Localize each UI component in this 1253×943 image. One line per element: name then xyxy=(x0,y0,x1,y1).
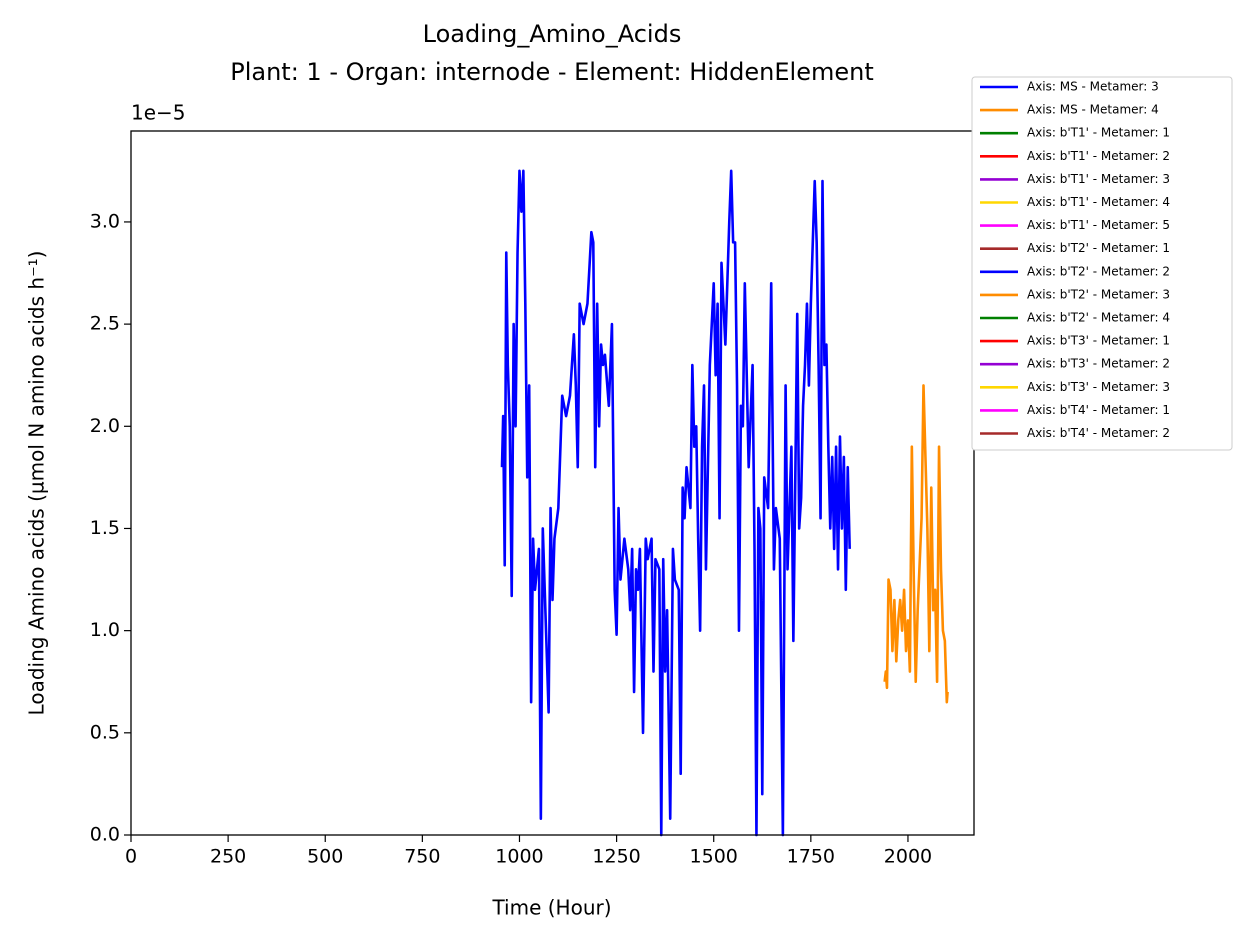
y-offset-label: 1e−5 xyxy=(131,101,186,125)
chart-subtitle: Plant: 1 - Organ: internode - Element: H… xyxy=(230,58,874,86)
x-axis-label: Time (Hour) xyxy=(491,896,611,920)
x-tick-label: 1000 xyxy=(495,846,543,868)
legend-label: Axis: b'T2' - Metamer: 4 xyxy=(1027,311,1170,325)
y-tick-label: 2.0 xyxy=(90,415,120,437)
legend-label: Axis: b'T4' - Metamer: 1 xyxy=(1027,403,1170,417)
y-tick-label: 1.5 xyxy=(90,517,120,539)
y-axis-label: Loading Amino acids (µmol N amino acids … xyxy=(25,251,49,716)
legend-label: Axis: b'T2' - Metamer: 3 xyxy=(1027,287,1170,301)
y-tick-label: 1.0 xyxy=(90,619,120,641)
legend-label: Axis: b'T3' - Metamer: 3 xyxy=(1027,380,1170,394)
legend-label: Axis: b'T2' - Metamer: 1 xyxy=(1027,241,1170,255)
x-tick-label: 1750 xyxy=(787,846,835,868)
legend-label: Axis: b'T1' - Metamer: 3 xyxy=(1027,172,1170,186)
chart-title: Loading_Amino_Acids xyxy=(423,20,682,48)
legend-label: Axis: b'T3' - Metamer: 1 xyxy=(1027,334,1170,348)
series-line xyxy=(883,384,949,704)
legend-label: Axis: MS - Metamer: 3 xyxy=(1027,80,1159,94)
legend-label: Axis: b'T1' - Metamer: 4 xyxy=(1027,195,1170,209)
x-tick-label: 250 xyxy=(210,846,246,868)
y-tick-label: 2.5 xyxy=(90,313,120,335)
y-tick-label: 3.0 xyxy=(90,210,120,232)
legend-label: Axis: MS - Metamer: 4 xyxy=(1027,103,1159,117)
x-tick-label: 1250 xyxy=(592,846,640,868)
legend-label: Axis: b'T1' - Metamer: 1 xyxy=(1027,126,1170,140)
x-tick-label: 750 xyxy=(404,846,440,868)
y-tick-label: 0.0 xyxy=(90,824,120,846)
legend-label: Axis: b'T1' - Metamer: 5 xyxy=(1027,218,1170,232)
legend-label: Axis: b'T3' - Metamer: 2 xyxy=(1027,357,1170,371)
series-line xyxy=(500,169,851,837)
x-tick-label: 0 xyxy=(125,846,137,868)
x-tick-label: 2000 xyxy=(884,846,932,868)
x-tick-label: 500 xyxy=(307,846,343,868)
y-tick-label: 0.5 xyxy=(90,721,120,743)
legend-box xyxy=(971,76,1233,451)
x-tick-label: 1500 xyxy=(690,846,738,868)
axes-frame xyxy=(130,130,975,836)
legend-label: Axis: b'T4' - Metamer: 2 xyxy=(1027,426,1170,440)
legend-label: Axis: b'T2' - Metamer: 2 xyxy=(1027,264,1170,278)
legend-label: Axis: b'T1' - Metamer: 2 xyxy=(1027,149,1170,163)
